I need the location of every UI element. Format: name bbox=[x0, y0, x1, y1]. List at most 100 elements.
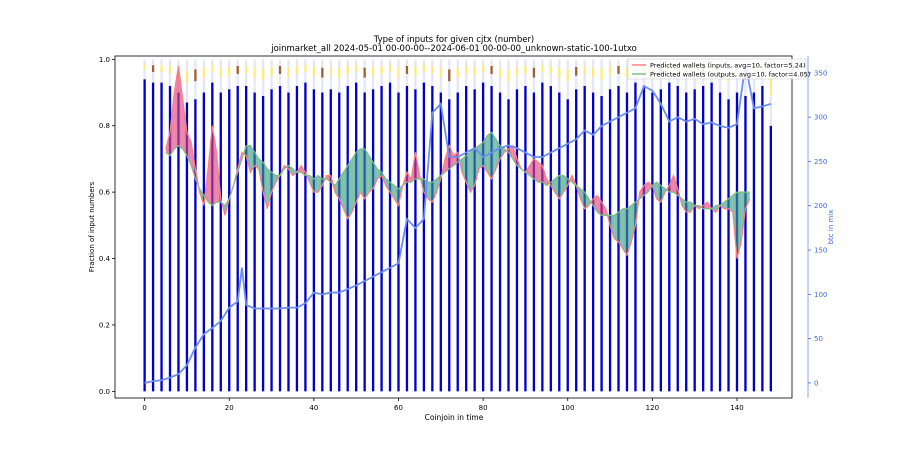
bar-remixed-inputs bbox=[219, 67, 222, 78]
bar-fresh-inputs bbox=[211, 82, 214, 392]
bar-remixed-inputs bbox=[168, 65, 172, 74]
bar-fresh-inputs bbox=[151, 82, 155, 392]
bar-other-inputs-top bbox=[465, 59, 468, 66]
bar-fresh-inputs bbox=[405, 85, 409, 392]
bar-remixed-inputs bbox=[236, 65, 239, 74]
chart-subtitle: joinmarket_all 2024-05-01 00-00-00--2024… bbox=[270, 44, 637, 54]
bar-other-inputs-top bbox=[507, 59, 510, 70]
bar-fresh-inputs bbox=[668, 82, 671, 392]
bar-remixed-inputs bbox=[414, 66, 417, 76]
wallet-diff-fill bbox=[170, 92, 175, 156]
bar-other-inputs-top bbox=[422, 59, 426, 66]
bar-fresh-inputs bbox=[253, 92, 256, 392]
y2-tick-label: 250 bbox=[814, 158, 827, 166]
bar-other-inputs-top bbox=[388, 59, 392, 66]
bar-other-inputs-top bbox=[617, 59, 620, 66]
bar-remixed-inputs bbox=[524, 65, 527, 74]
y-tick-label: 0.8 bbox=[99, 122, 110, 130]
bar-other-inputs bbox=[659, 75, 662, 90]
bar-remixed-inputs bbox=[558, 67, 561, 78]
bar-other-inputs bbox=[304, 72, 307, 83]
bar-fresh-inputs bbox=[465, 85, 468, 392]
bar-other-inputs-top bbox=[245, 59, 248, 66]
bar-remixed-inputs bbox=[473, 66, 476, 76]
bar-fresh-inputs bbox=[270, 89, 273, 392]
bar-other-inputs bbox=[228, 75, 231, 90]
y2-tick-label: 150 bbox=[814, 247, 827, 255]
bar-remixed-inputs bbox=[202, 67, 206, 78]
legend-label: Predicted wallets (outputs, avg=10, fact… bbox=[650, 71, 810, 79]
bar-other-inputs bbox=[321, 77, 324, 93]
bar-other-inputs bbox=[405, 73, 409, 86]
wallet-diff-fill bbox=[563, 175, 568, 193]
wallet-diff-fill bbox=[461, 155, 467, 183]
wallet-diff-fill bbox=[580, 188, 585, 209]
bar-remixed-inputs bbox=[405, 65, 409, 74]
plot-area: 0.0 0.2 0.4 0.6 0.8 1.0 0 20 40 60 80 100 120 140 0 50 1… bbox=[99, 55, 827, 412]
y-tick-label: 0.6 bbox=[99, 189, 111, 197]
bar-remixed-inputs bbox=[583, 65, 586, 74]
wallet-diff-fill bbox=[593, 195, 598, 213]
bar-other-inputs bbox=[481, 72, 485, 83]
bar-other-inputs bbox=[253, 77, 256, 93]
bar-fresh-inputs bbox=[371, 89, 375, 392]
wallet-diff-fill bbox=[466, 152, 471, 193]
bar-fresh-inputs bbox=[752, 92, 756, 392]
wallet-diff-fill bbox=[250, 145, 255, 173]
y2-axis-label: btc in mix bbox=[827, 210, 835, 245]
legend-box bbox=[627, 58, 807, 80]
bar-other-inputs bbox=[591, 77, 595, 93]
bar-fresh-inputs bbox=[338, 92, 341, 392]
bar-fresh-inputs bbox=[202, 92, 206, 392]
bar-remixed-inputs bbox=[380, 65, 383, 74]
bar-other-inputs bbox=[168, 73, 172, 86]
wallet-diff-fill bbox=[728, 195, 733, 213]
bar-other-inputs bbox=[287, 77, 290, 93]
bar-other-inputs bbox=[625, 77, 629, 93]
bar-other-inputs bbox=[541, 72, 544, 83]
wallet-diff-fill bbox=[622, 208, 627, 256]
wallet-diff-fill bbox=[639, 185, 644, 199]
bar-other-inputs-top bbox=[202, 59, 206, 68]
bar-other-inputs bbox=[507, 81, 510, 100]
bar-fresh-inputs bbox=[185, 102, 189, 392]
wallet-diff-fill bbox=[745, 192, 750, 209]
bar-remixed-inputs bbox=[304, 65, 307, 73]
x-axis-label: Coinjoin in time bbox=[425, 413, 484, 422]
bar-remixed-inputs bbox=[498, 67, 502, 78]
wallet-diff-fill bbox=[208, 125, 213, 206]
bar-remixed-inputs bbox=[295, 65, 299, 74]
bar-other-inputs bbox=[185, 83, 189, 103]
bar-other-inputs bbox=[371, 75, 375, 90]
bar-other-inputs bbox=[202, 77, 206, 93]
bar-fresh-inputs bbox=[219, 92, 222, 392]
bar-other-inputs-top bbox=[278, 59, 282, 66]
bar-other-inputs bbox=[685, 77, 688, 93]
bar-remixed-inputs bbox=[490, 65, 493, 74]
bar-other-inputs bbox=[515, 75, 519, 90]
wallet-diff-fill bbox=[292, 168, 297, 176]
bar-other-inputs bbox=[312, 75, 316, 90]
bar-other-inputs-top bbox=[558, 59, 561, 68]
x-tick-label: 0 bbox=[142, 404, 146, 412]
legend-label: Predicted wallets (inputs, avg=10, facto… bbox=[650, 62, 806, 70]
bar-remixed-inputs bbox=[566, 69, 569, 82]
wallet-diff-fill bbox=[182, 99, 187, 156]
bar-fresh-inputs bbox=[532, 92, 536, 392]
wallet-diff-fill bbox=[669, 175, 674, 193]
bar-remixed-inputs bbox=[507, 69, 510, 82]
bar-other-inputs bbox=[575, 75, 578, 90]
bar-other-inputs bbox=[718, 77, 722, 93]
bar-other-inputs bbox=[701, 73, 705, 86]
bar-fresh-inputs bbox=[397, 92, 400, 392]
wallet-diff-fill bbox=[263, 162, 268, 209]
bar-remixed-inputs bbox=[617, 65, 620, 74]
bar-remixed-inputs bbox=[608, 66, 612, 76]
bar-fresh-inputs bbox=[710, 82, 713, 392]
wallet-diff-fill bbox=[178, 65, 183, 149]
bar-fresh-inputs bbox=[676, 85, 679, 392]
wallet-diff-fill bbox=[643, 182, 649, 196]
series-line-btc-in-mix bbox=[144, 63, 772, 384]
bar-other-inputs bbox=[490, 73, 493, 86]
